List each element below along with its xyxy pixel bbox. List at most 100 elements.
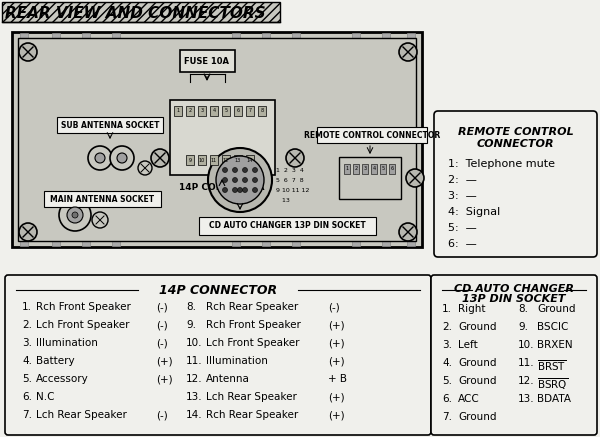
Bar [382, 33, 390, 43]
Text: $\overline{\mathregular{BRST}}$: $\overline{\mathregular{BRST}}$ [537, 358, 566, 373]
Text: (+): (+) [156, 356, 173, 366]
Bar [18, 38, 416, 241]
Text: BDATA: BDATA [537, 394, 571, 404]
Text: Right: Right [458, 304, 485, 314]
Text: 11.: 11. [186, 356, 203, 366]
Bar [232, 33, 240, 43]
Text: (-): (-) [156, 302, 168, 312]
Text: (+): (+) [328, 320, 344, 330]
Text: ACC: ACC [458, 394, 480, 404]
Text: 1: 1 [176, 108, 179, 114]
Text: + B: + B [328, 374, 347, 384]
Circle shape [233, 177, 238, 183]
Text: CONNECTOR: CONNECTOR [476, 139, 554, 149]
Text: 12.: 12. [518, 376, 535, 386]
Text: 8: 8 [260, 108, 263, 114]
FancyBboxPatch shape [434, 111, 597, 257]
Bar [82, 33, 90, 43]
Bar [20, 236, 28, 246]
Circle shape [233, 167, 238, 173]
Text: 14: 14 [247, 157, 253, 163]
Text: Antenna: Antenna [206, 374, 250, 384]
Text: 5:  —: 5: — [448, 223, 477, 233]
Bar [352, 236, 360, 246]
Circle shape [223, 167, 227, 173]
Bar [174, 106, 182, 116]
Text: 13.: 13. [186, 392, 203, 402]
Text: 5.: 5. [442, 376, 452, 386]
Bar [222, 106, 230, 116]
Text: Ground: Ground [537, 304, 575, 314]
Text: 12: 12 [223, 157, 229, 163]
Bar [371, 164, 377, 174]
Text: 9.: 9. [186, 320, 196, 330]
Bar [198, 106, 206, 116]
Text: (+): (+) [328, 338, 344, 348]
Text: 2: 2 [188, 108, 191, 114]
Text: 12.: 12. [186, 374, 203, 384]
Text: 13.: 13. [518, 394, 535, 404]
Text: 10: 10 [199, 157, 205, 163]
Text: 3.: 3. [442, 340, 452, 350]
Text: Illumination: Illumination [206, 356, 268, 366]
Bar [407, 33, 415, 43]
Text: 7.: 7. [442, 412, 452, 422]
Text: 3: 3 [200, 108, 203, 114]
Text: MAIN ANTENNA SOCKET: MAIN ANTENNA SOCKET [50, 194, 154, 204]
Text: (+): (+) [156, 374, 173, 384]
Text: Rch Rear Speaker: Rch Rear Speaker [206, 302, 298, 312]
Circle shape [216, 156, 264, 204]
Text: 6: 6 [391, 166, 394, 171]
Text: 4.: 4. [442, 358, 452, 368]
Circle shape [253, 187, 257, 193]
FancyBboxPatch shape [317, 127, 427, 143]
Circle shape [238, 187, 242, 193]
Text: 14P CONNECTOR: 14P CONNECTOR [159, 284, 277, 296]
FancyBboxPatch shape [339, 157, 401, 199]
Bar [52, 236, 60, 246]
Text: Ground: Ground [458, 358, 497, 368]
FancyBboxPatch shape [431, 275, 597, 435]
Text: Ground: Ground [458, 322, 497, 332]
Text: SUB ANTENNA SOCKET: SUB ANTENNA SOCKET [61, 121, 159, 129]
Text: 7: 7 [248, 108, 251, 114]
Text: Lch Rear Speaker: Lch Rear Speaker [36, 410, 127, 420]
Bar [262, 236, 270, 246]
Text: REMOTE CONTROL: REMOTE CONTROL [458, 127, 574, 137]
Text: 1  2  3  4: 1 2 3 4 [276, 168, 304, 173]
Text: 6: 6 [236, 108, 239, 114]
Text: 10.: 10. [186, 338, 203, 348]
Bar [246, 106, 254, 116]
Circle shape [399, 223, 417, 241]
Circle shape [242, 187, 248, 193]
Text: 9.: 9. [518, 322, 528, 332]
Text: 2.: 2. [22, 320, 32, 330]
Text: 6:  —: 6: — [448, 239, 477, 249]
Circle shape [138, 161, 152, 175]
Text: 2.: 2. [442, 322, 452, 332]
Text: (-): (-) [328, 302, 340, 312]
Bar [234, 155, 242, 165]
Bar [362, 164, 368, 174]
FancyBboxPatch shape [2, 2, 280, 22]
Text: Ground: Ground [458, 376, 497, 386]
Circle shape [286, 149, 304, 167]
Bar [382, 236, 390, 246]
Text: 3:  —: 3: — [448, 191, 477, 201]
Text: 9: 9 [188, 157, 191, 163]
Text: Lch Rear Speaker: Lch Rear Speaker [206, 392, 297, 402]
Text: Rch Front Speaker: Rch Front Speaker [206, 320, 301, 330]
Text: 4:  Signal: 4: Signal [448, 207, 500, 217]
Text: (+): (+) [328, 392, 344, 402]
Text: 1.: 1. [442, 304, 452, 314]
Text: 7.: 7. [22, 410, 32, 420]
Text: Lch Front Speaker: Lch Front Speaker [36, 320, 130, 330]
Circle shape [242, 167, 248, 173]
Text: 11.: 11. [518, 358, 535, 368]
Bar [222, 155, 230, 165]
FancyBboxPatch shape [44, 191, 161, 207]
Bar [353, 164, 359, 174]
Text: Rch Front Speaker: Rch Front Speaker [36, 302, 131, 312]
Circle shape [406, 169, 424, 187]
FancyBboxPatch shape [57, 117, 163, 133]
